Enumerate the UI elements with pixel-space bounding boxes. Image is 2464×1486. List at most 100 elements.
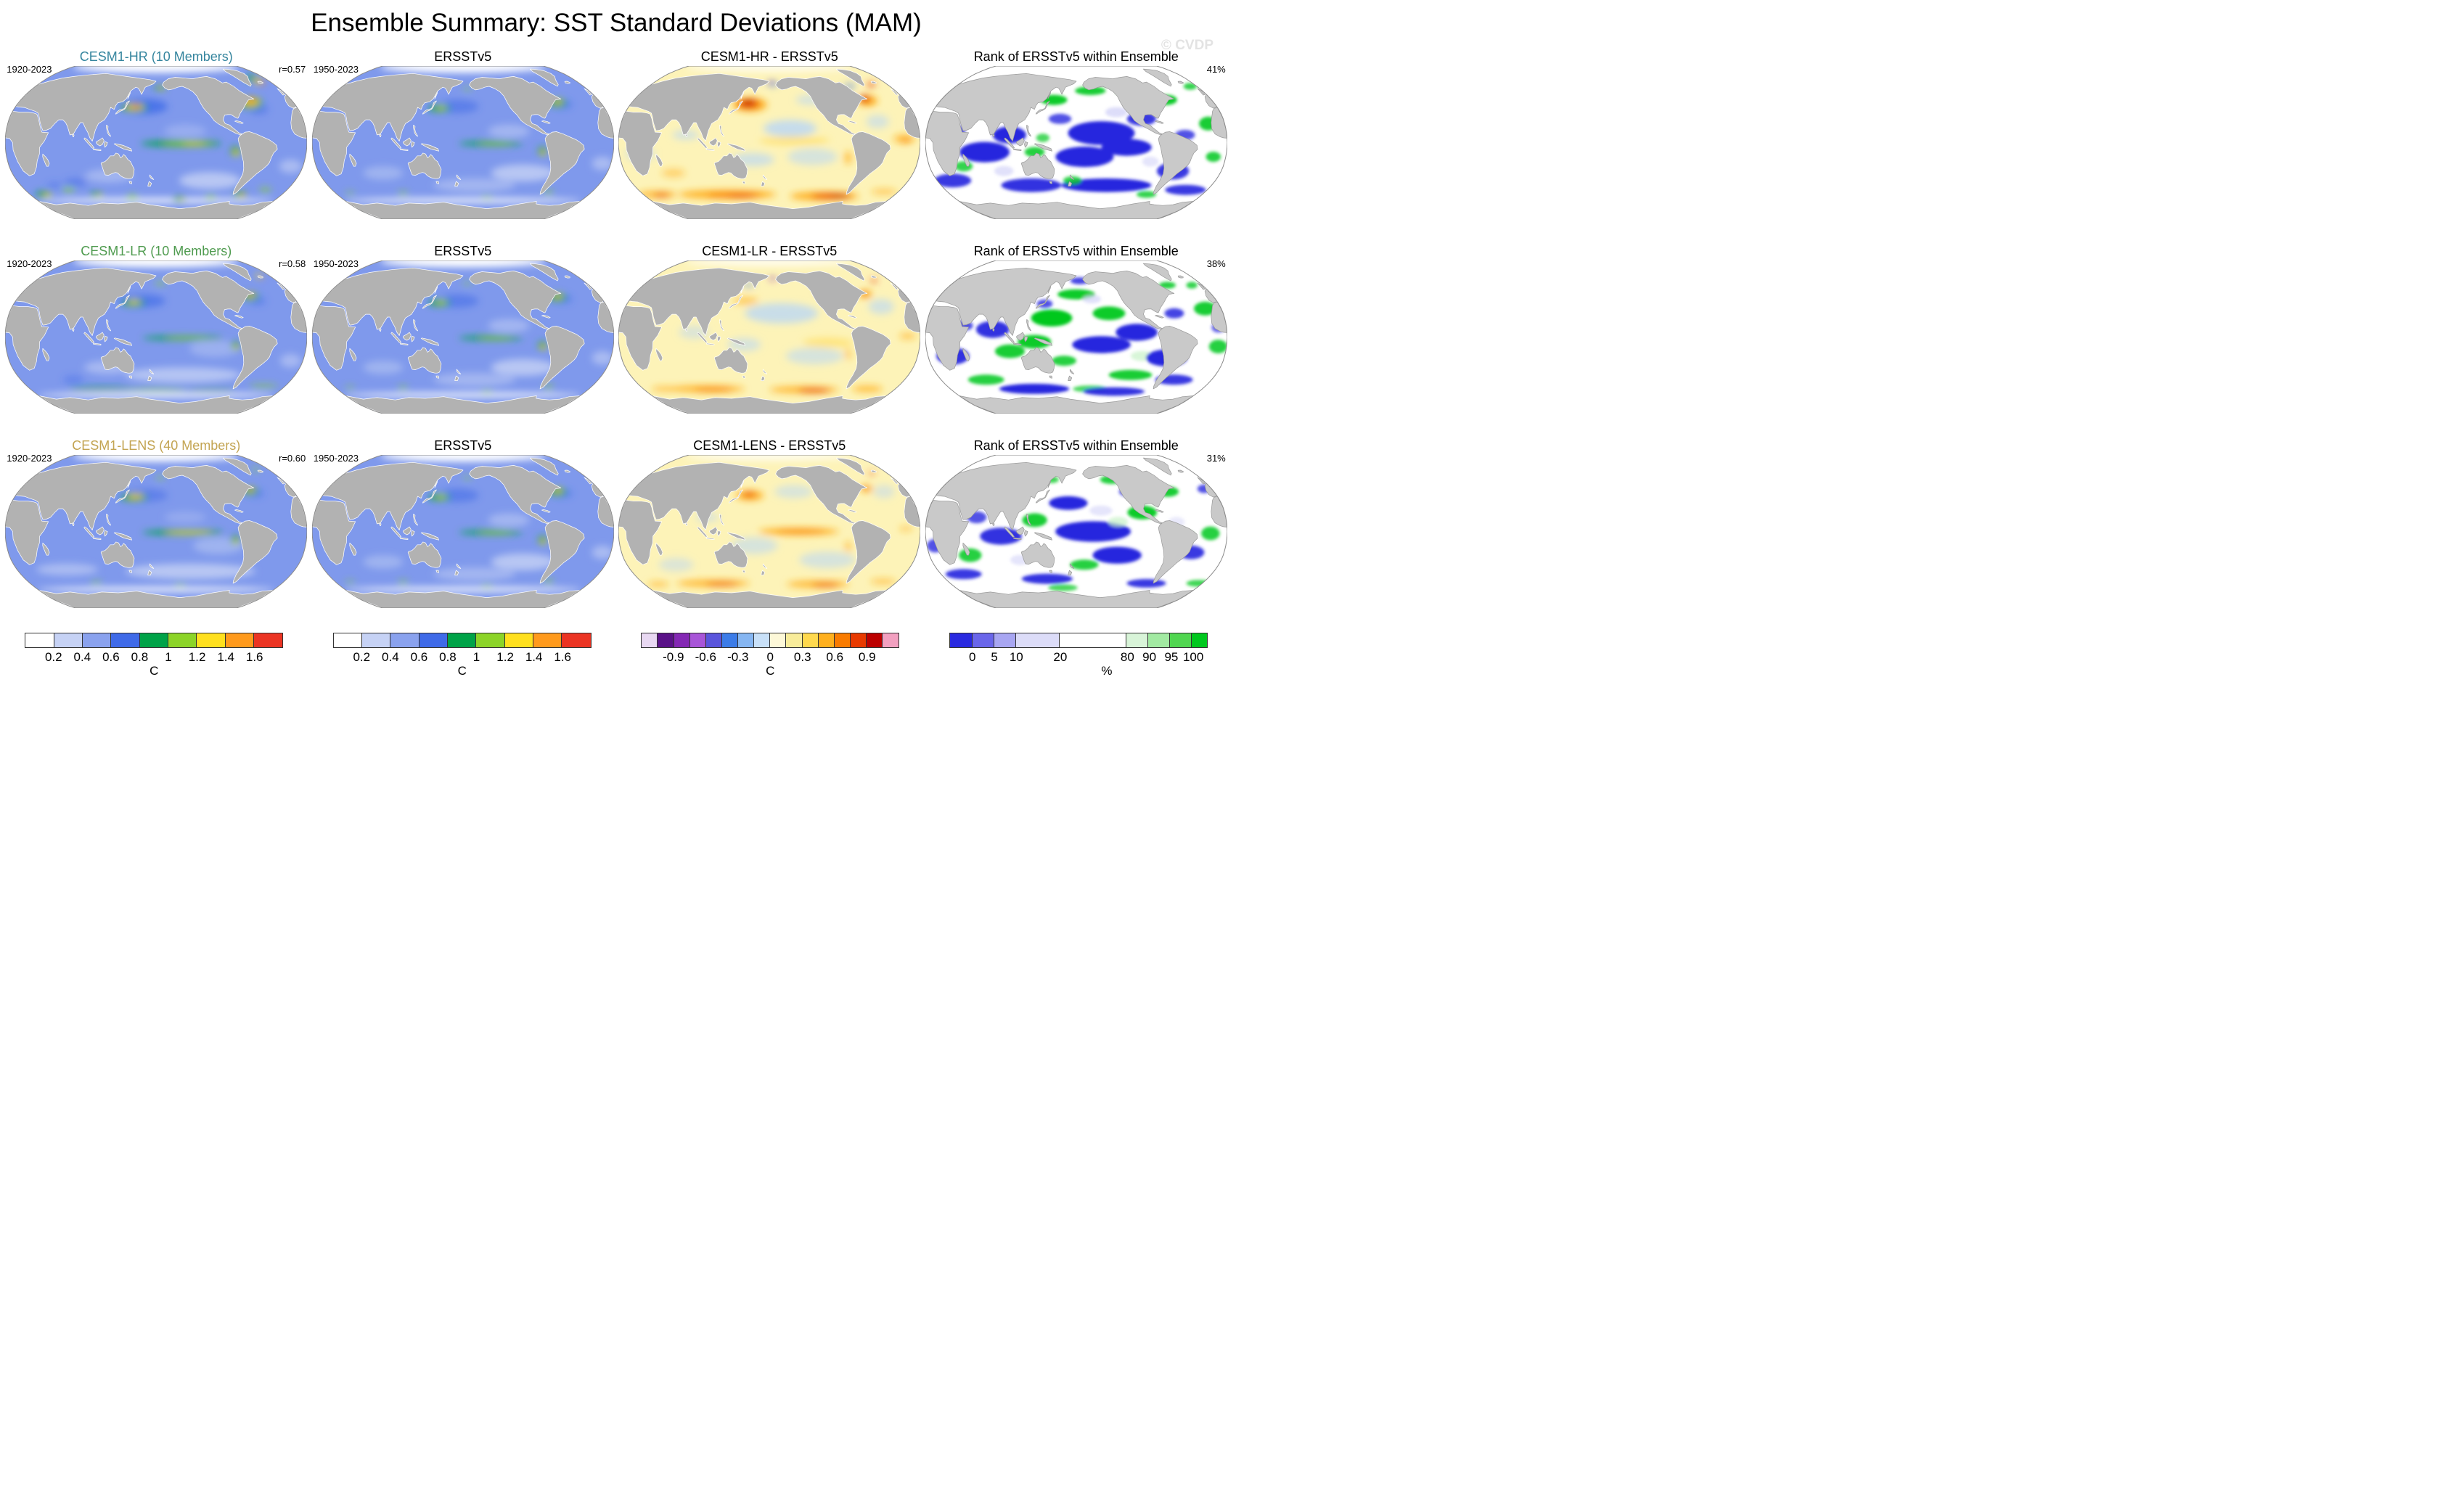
page-title: Ensemble Summary: SST Standard Deviation… <box>311 9 922 37</box>
colorbar-segment <box>1016 633 1060 647</box>
colorbar-segment <box>139 633 168 647</box>
colorbar-segment <box>362 633 391 647</box>
year-range-label: 1950-2023 <box>313 64 359 75</box>
colorbar-tick-label: 95 <box>1164 650 1179 664</box>
colorbar-segment <box>25 633 54 647</box>
world-map-image <box>311 260 615 414</box>
colorbar-segment <box>705 633 722 647</box>
panel-rank-row0: Rank of ERSSTv5 within Ensemble 41% <box>923 48 1230 220</box>
colorbar-tick-label: 1.6 <box>554 650 572 664</box>
colorbar-segment <box>850 633 867 647</box>
panel-title: CESM1-LR (10 Members) <box>81 244 232 258</box>
panel-ersstv5-row2: ERSSTv5 1950-2023 <box>310 437 617 609</box>
map-cesm1-lr-minus-ersstv5 <box>618 260 921 414</box>
panel-cesm1-lr-stddev: CESM1-LR (10 Members) 1920-2023 r=0.58 <box>3 242 310 414</box>
world-map-image <box>618 65 921 220</box>
world-map-image <box>4 454 308 609</box>
colorbar-segment <box>786 633 803 647</box>
map-cesm1-hr-stddev <box>4 65 308 220</box>
colorbar-tick-label: 0 <box>766 650 774 664</box>
colorbar-unit-label: C <box>766 664 775 678</box>
colorbar-segment <box>419 633 449 647</box>
map-cesm1-hr-minus-ersstv5 <box>618 65 921 220</box>
colorbar-segment <box>1169 633 1192 647</box>
pattern-correlation-label: r=0.58 <box>279 258 306 269</box>
rank-percent-label: 41% <box>1206 64 1226 75</box>
panel-ersstv5-row1: ERSSTv5 1950-2023 <box>310 242 617 414</box>
colorbar-tick-label: -0.3 <box>727 650 749 664</box>
colorbar-segment <box>111 633 140 647</box>
colorbar-tick-label: 0.2 <box>44 650 62 664</box>
map-rank-cesm1-lr <box>925 260 1228 414</box>
colorbar-stddev-obs: 0.2 0.4 0.6 0.8 1 1.2 1.4 1.6 C <box>332 633 592 678</box>
colorbar-unit-label: C <box>150 664 159 678</box>
colorbar-segment <box>448 633 477 647</box>
colorbar-tick-label: 0.3 <box>793 650 811 664</box>
colorbar-tick-label: 0.6 <box>410 650 428 664</box>
panel-title: CESM1-LR - ERSSTv5 <box>702 244 838 258</box>
panel-title: CESM1-HR (10 Members) <box>79 49 233 64</box>
colorbar-tick-label: 0.4 <box>382 650 399 664</box>
map-ersstv5-stddev <box>311 260 615 414</box>
panel-ersstv5-row0: ERSSTv5 1950-2023 <box>310 48 617 220</box>
year-range-label: 1920-2023 <box>7 453 52 464</box>
colorbar-tick-label: 1.2 <box>188 650 206 664</box>
panel-title: CESM1-LENS - ERSSTv5 <box>693 438 846 453</box>
world-map-image <box>4 260 308 414</box>
colorbar-segment <box>54 633 83 647</box>
colorbar-tick-label: 0.9 <box>858 650 876 664</box>
panel-cesm1-lens-diff: CESM1-LENS - ERSSTv5 <box>616 437 923 609</box>
world-map-image <box>618 454 921 609</box>
colorbar-segment <box>689 633 706 647</box>
panel-title: CESM1-HR - ERSSTv5 <box>700 49 838 64</box>
colorbar-tick-label: 1.4 <box>525 650 543 664</box>
colorbar-tick-label: -0.9 <box>663 650 684 664</box>
world-map-image <box>925 454 1228 609</box>
colorbar-rank: 0 5 10 20 80 90 95 100% <box>949 633 1208 678</box>
colorbar-segment <box>1191 633 1207 647</box>
map-ersstv5-stddev <box>311 65 615 220</box>
colorbar-segment <box>225 633 254 647</box>
colorbar-segment <box>770 633 787 647</box>
cvdp-watermark: © CVDP <box>1161 38 1213 53</box>
year-range-label: 1920-2023 <box>7 64 52 75</box>
colorbar-segment <box>82 633 112 647</box>
colorbar-segment <box>562 633 591 647</box>
colorbar-segment <box>333 633 363 647</box>
colorbar-tick-label: 0.8 <box>131 650 149 664</box>
colorbar-segment <box>973 633 995 647</box>
panel-title: ERSSTv5 <box>434 49 492 64</box>
world-map-image <box>925 260 1228 414</box>
panel-rank-row1: Rank of ERSSTv5 within Ensemble 38% <box>923 242 1230 414</box>
colorbar-tick-label: 0.4 <box>73 650 91 664</box>
colorbar-segment <box>883 633 899 647</box>
pattern-correlation-label: r=0.60 <box>279 453 306 464</box>
world-map-image <box>925 65 1228 220</box>
map-cesm1-lens-minus-ersstv5 <box>618 454 921 609</box>
year-range-label: 1920-2023 <box>7 258 52 269</box>
colorbar-segment <box>994 633 1017 647</box>
colorbar-tick-label: 10 <box>1009 650 1023 664</box>
colorbar-segment <box>253 633 283 647</box>
colorbar-tick-label: 0.8 <box>439 650 457 664</box>
panel-cesm1-lr-diff: CESM1-LR - ERSSTv5 <box>616 242 923 414</box>
colorbar-segment <box>1126 633 1148 647</box>
colorbar-tick-label: 0.6 <box>826 650 844 664</box>
panel-title: CESM1-LENS (40 Members) <box>72 438 241 453</box>
colorbar-unit-label: C <box>457 664 467 678</box>
colorbar-tick-label: 1 <box>472 650 480 664</box>
pattern-correlation-label: r=0.57 <box>279 64 306 75</box>
colorbar-tick-label: 1.4 <box>217 650 234 664</box>
colorbar-segment <box>754 633 771 647</box>
world-map-image <box>311 65 615 220</box>
colorbar-segment <box>1060 633 1126 647</box>
colorbar-tick-label: 1.6 <box>245 650 263 664</box>
colorbar-difference: -0.9 -0.6 -0.3 0 0.3 0.6 0.9 C <box>641 633 900 678</box>
colorbar-tick-label: 1.2 <box>496 650 514 664</box>
colorbar-segment <box>834 633 851 647</box>
panel-title: ERSSTv5 <box>434 244 492 258</box>
colorbar-segment <box>642 633 658 647</box>
colorbar-segment <box>867 633 883 647</box>
rank-percent-label: 31% <box>1206 453 1226 464</box>
colorbar-segment <box>504 633 534 647</box>
